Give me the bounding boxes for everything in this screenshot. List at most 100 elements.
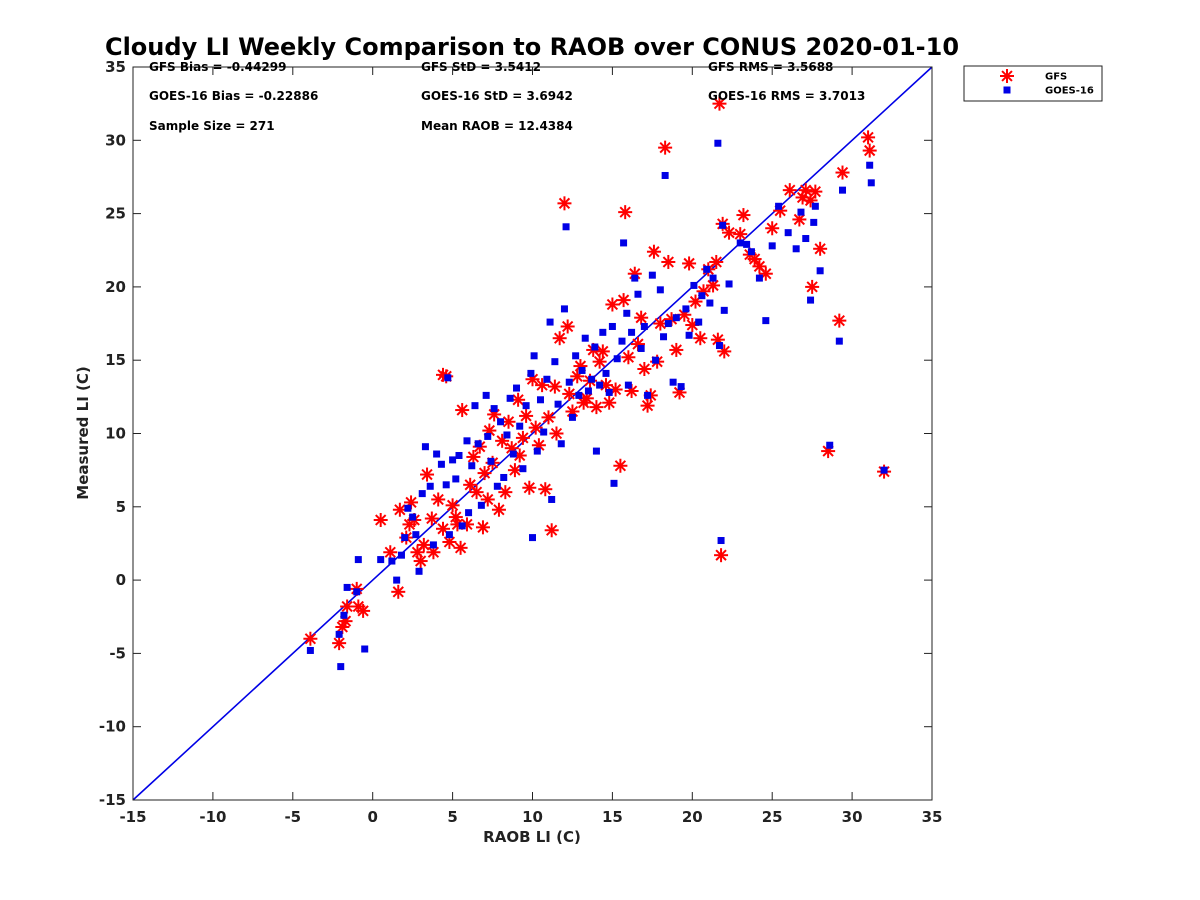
gfs-point: [373, 512, 388, 527]
gfs-point: [491, 502, 506, 517]
goes-16-point: [634, 290, 642, 298]
goes-16-point: [560, 305, 568, 313]
goes-16-point: [500, 473, 508, 481]
x-tick-label: -15: [119, 808, 146, 826]
gfs-point: [621, 350, 636, 365]
goes-16-point: [618, 337, 626, 345]
y-tick-label: 10: [105, 425, 126, 443]
gfs-point: [528, 420, 543, 435]
gfs-point: [798, 183, 813, 198]
goes-16-point: [768, 242, 776, 250]
gfs-point: [835, 165, 850, 180]
goes-16-point: [669, 378, 677, 386]
stat-annotation: GOES-16 StD = 3.6942: [421, 89, 573, 103]
goes-16-point: [463, 437, 471, 445]
goes-16-point: [720, 306, 728, 314]
goes-16-point: [581, 334, 589, 342]
goes-16-point: [672, 314, 680, 322]
gfs-point: [661, 254, 676, 269]
gfs-point: [712, 96, 727, 111]
goes-16-point: [682, 305, 690, 313]
goes-16-point: [449, 456, 457, 464]
gfs-point: [477, 466, 492, 481]
goes-16-point: [599, 328, 607, 336]
gfs-point: [549, 426, 564, 441]
y-tick-label: 15: [105, 351, 126, 369]
goes-16-point: [624, 381, 632, 389]
goes-16-point: [802, 235, 810, 243]
goes-16-point: [664, 320, 672, 328]
goes-16-point: [575, 391, 583, 399]
goes-16-point: [797, 208, 805, 216]
goes-16-point: [452, 475, 460, 483]
goes-16-point: [631, 274, 639, 282]
stat-annotation: GOES-16 Bias = -0.22886: [149, 89, 318, 103]
gfs-point: [602, 395, 617, 410]
goes-16-point: [471, 402, 479, 410]
gfs-point: [805, 279, 820, 294]
goes-16-point: [714, 139, 722, 147]
gfs-point: [445, 498, 460, 513]
legend-label-gfs: GFS: [1045, 72, 1067, 83]
goes-16-point: [354, 556, 362, 564]
goes-16-point: [415, 567, 423, 575]
y-tick-label: 5: [116, 498, 126, 516]
goes-16-point: [610, 479, 618, 487]
goes-16-point: [620, 239, 628, 247]
goes-16-point: [409, 513, 417, 521]
gfs-point: [669, 342, 684, 357]
goes-16-point: [695, 318, 703, 326]
goes-16-point: [493, 482, 501, 490]
gfs-point: [640, 398, 655, 413]
goes-16-point: [533, 447, 541, 455]
stat-annotation: Mean RAOB = 12.4384: [421, 119, 573, 133]
goes-16-point: [343, 583, 351, 591]
gfs-point: [515, 430, 530, 445]
goes-16-point: [867, 179, 875, 187]
goes-16-point: [605, 388, 613, 396]
gfs-point: [383, 545, 398, 560]
goes-16-point: [584, 387, 592, 395]
gfs-point: [455, 403, 470, 418]
gfs-point: [501, 414, 516, 429]
gfs-point: [552, 331, 567, 346]
goes-16-point: [503, 431, 511, 439]
gfs-point: [332, 636, 347, 651]
gfs-point: [356, 603, 371, 618]
goes-16-point: [592, 447, 600, 455]
gfs-point: [303, 631, 318, 646]
chart-title: Cloudy LI Weekly Comparison to RAOB over…: [105, 33, 959, 61]
gfs-point: [338, 614, 353, 629]
goes-16-point: [578, 366, 586, 374]
goes-16-point: [826, 441, 834, 449]
goes-16-point: [465, 509, 473, 517]
goes-16-point: [706, 299, 714, 307]
gfs-point: [592, 354, 607, 369]
goes-16-point: [513, 384, 521, 392]
goes-16-point: [548, 495, 556, 503]
goes-16-point: [474, 440, 482, 448]
goes-16-point: [418, 490, 426, 498]
goes-16-point: [725, 280, 733, 288]
gfs-point: [782, 183, 797, 198]
gfs-point: [416, 537, 431, 552]
goes-16-point: [490, 405, 498, 413]
gfs-point: [637, 361, 652, 376]
y-tick-label: 30: [105, 131, 126, 149]
gfs-point: [498, 485, 513, 500]
gfs-point: [589, 400, 604, 415]
y-tick-label: 0: [116, 571, 126, 589]
goes-16-point: [810, 218, 818, 226]
y-tick-label: 35: [105, 58, 126, 76]
goes-16-point: [628, 328, 636, 336]
goes-16-point: [445, 531, 453, 539]
goes-16-point: [565, 378, 573, 386]
gfs-point: [717, 344, 732, 359]
goes-16-point: [644, 391, 652, 399]
gfs-point: [420, 467, 435, 482]
gfs-point: [813, 241, 828, 256]
goes-16-point: [602, 369, 610, 377]
goes-16-point: [540, 428, 548, 436]
